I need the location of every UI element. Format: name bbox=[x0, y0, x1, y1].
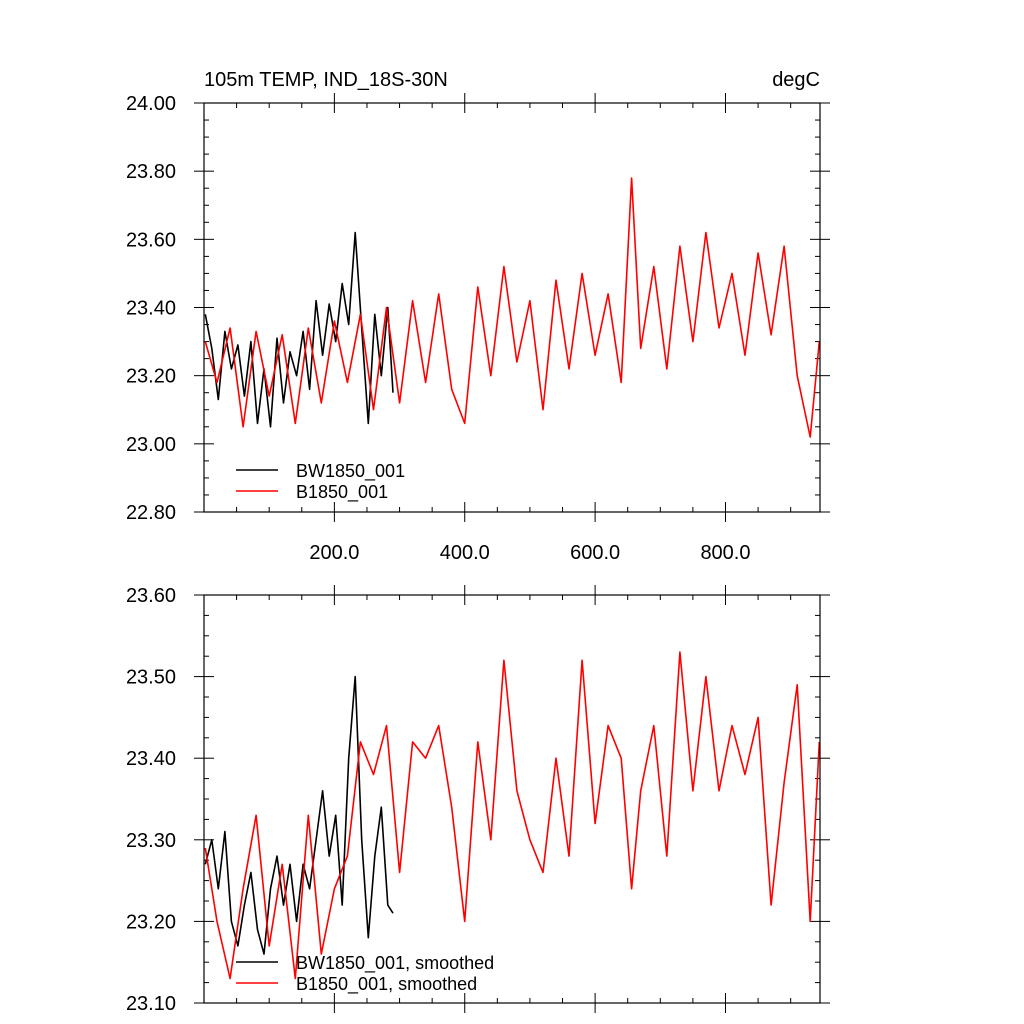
y-tick-label: 22.80 bbox=[126, 502, 176, 524]
plot-frame bbox=[203, 102, 821, 513]
series-line-bw1850 bbox=[204, 675, 394, 955]
legend-label: BW1850_001 bbox=[296, 461, 405, 482]
top-panel: 22.80 23.00 23.20 23.40 23.60 23.80 24.00 200.0… bbox=[126, 69, 830, 564]
legend-label: B1850_001, smoothed bbox=[296, 974, 477, 995]
y-tick-label: 23.80 bbox=[126, 161, 176, 183]
y-tick-label: 23.00 bbox=[126, 434, 176, 456]
series-line-bw1850 bbox=[204, 231, 394, 428]
chart-title: 105m TEMP, IND_18S-30N bbox=[204, 69, 448, 91]
x-tick-label: 800.0 bbox=[700, 542, 750, 564]
plot-frame bbox=[203, 594, 821, 1004]
y-tick-label: 23.60 bbox=[126, 585, 176, 607]
y-tick-label: 24.00 bbox=[126, 93, 176, 115]
y-tick-label: 23.40 bbox=[126, 298, 176, 320]
units-label: degC bbox=[772, 69, 820, 91]
y-tick-label: 23.60 bbox=[126, 229, 176, 251]
y-tick-label: 23.30 bbox=[126, 830, 176, 852]
series-line-b1850 bbox=[204, 177, 821, 438]
x-tick-label: 400.0 bbox=[440, 542, 490, 564]
y-tick-label: 23.20 bbox=[126, 911, 176, 933]
y-tick-label: 23.10 bbox=[126, 993, 176, 1015]
y-tick-label: 23.20 bbox=[126, 366, 176, 388]
x-tick-label: 600.0 bbox=[570, 542, 620, 564]
bottom-panel: 23.10 23.20 23.30 23.40 23.50 23.60 BW1850_001… bbox=[126, 585, 830, 1015]
series-line-b1850 bbox=[204, 651, 821, 980]
y-tick-label: 23.40 bbox=[126, 748, 176, 770]
legend-label: B1850_001 bbox=[296, 482, 388, 503]
y-tick-label: 23.50 bbox=[126, 667, 176, 689]
x-tick-label: 200.0 bbox=[309, 542, 359, 564]
legend-label: BW1850_001, smoothed bbox=[296, 953, 494, 974]
